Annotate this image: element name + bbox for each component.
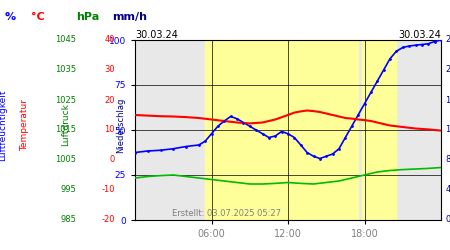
Text: mm/h: mm/h — [112, 12, 148, 22]
Text: Erstellt: 03.07.2025 05:27: Erstellt: 03.07.2025 05:27 — [172, 208, 281, 218]
Text: Niederschlag: Niederschlag — [116, 97, 125, 153]
Text: 40: 40 — [104, 36, 115, 44]
Text: 16: 16 — [446, 96, 450, 104]
Text: 1005: 1005 — [55, 156, 76, 164]
Text: 12: 12 — [446, 126, 450, 134]
Text: 995: 995 — [61, 186, 77, 194]
Text: 30.03.24: 30.03.24 — [135, 30, 178, 40]
Text: 1025: 1025 — [55, 96, 76, 104]
Text: Temperatur: Temperatur — [20, 99, 29, 151]
Text: 0: 0 — [446, 216, 450, 224]
Text: 1045: 1045 — [55, 36, 76, 44]
Text: -20: -20 — [101, 216, 115, 224]
Text: 4: 4 — [446, 186, 450, 194]
Text: -10: -10 — [101, 186, 115, 194]
Text: 1035: 1035 — [55, 66, 76, 74]
Text: 10: 10 — [104, 126, 115, 134]
Text: 20: 20 — [104, 96, 115, 104]
Text: 24: 24 — [446, 36, 450, 44]
Text: 985: 985 — [61, 216, 77, 224]
Text: Luftdruck: Luftdruck — [61, 104, 70, 146]
Text: 0: 0 — [109, 156, 115, 164]
Text: 20: 20 — [446, 66, 450, 74]
Text: °C: °C — [32, 12, 45, 22]
Text: 30.03.24: 30.03.24 — [398, 30, 441, 40]
Text: 1015: 1015 — [55, 126, 76, 134]
Text: hPa: hPa — [76, 12, 100, 22]
Text: Luftfeuchtigkeit: Luftfeuchtigkeit — [0, 89, 7, 161]
Bar — [205, 40, 358, 220]
Text: 30: 30 — [104, 66, 115, 74]
Bar — [362, 40, 396, 220]
Text: %: % — [4, 12, 16, 22]
Text: 8: 8 — [446, 156, 450, 164]
